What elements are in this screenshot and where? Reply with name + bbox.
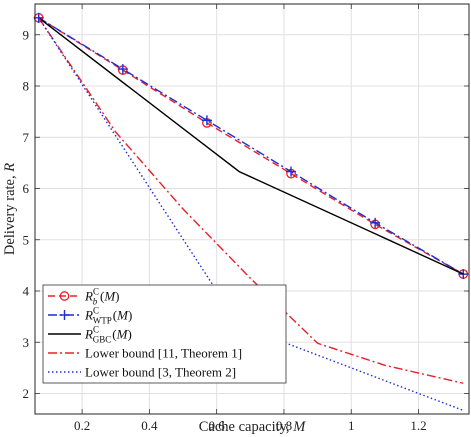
y-tick-label: 9 <box>23 27 30 42</box>
legend-label-sup: C <box>93 287 99 297</box>
legend-label: RC GBC(M) <box>84 325 132 345</box>
legend-swatch-marker <box>59 310 70 320</box>
x-axis-label-variable: M <box>292 419 306 435</box>
x-tick-label: 0.8 <box>276 418 292 433</box>
y-axis-label-variable: R <box>2 163 18 173</box>
legend-label-suffix: ( <box>100 289 104 304</box>
x-axis-label-text: Cache capacity, <box>199 419 293 435</box>
data-point <box>370 217 381 228</box>
x-tick-label: 0.4 <box>141 418 158 433</box>
data-point <box>117 64 128 75</box>
legend-entry: Lower bound [11, Theorem 1] <box>48 346 242 361</box>
y-tick-label: 5 <box>23 232 30 247</box>
y-tick-label: 3 <box>23 335 30 350</box>
y-tick-label: 4 <box>23 284 30 299</box>
y-tick-label: 7 <box>23 130 30 145</box>
legend: RC b (M)RC WTP(M)RC GBC(M)Lower bound [11, T… <box>42 284 287 384</box>
legend-box <box>42 284 287 384</box>
legend-entry: RC b (M) <box>48 287 120 307</box>
data-point <box>286 166 297 177</box>
legend-label-arg: M <box>103 289 116 304</box>
series-line <box>38 17 464 275</box>
legend-label: Lower bound [11, Theorem 1] <box>85 346 242 361</box>
series-line <box>38 17 464 275</box>
legend-label-sub: WTP <box>93 316 112 326</box>
tick-labels: 0.2 0.4 0.6 0.8 1 1.2 2 3 4 5 6 7 8 9 <box>23 27 427 433</box>
series-4 <box>38 17 464 384</box>
legend-label-arg: M <box>116 327 129 342</box>
grid <box>35 4 469 414</box>
x-axis-label: Cache capacity, M <box>199 419 306 435</box>
y-axis-label-text: Delivery rate, <box>2 172 18 255</box>
legend-label-main: R <box>84 289 93 304</box>
legend-label-close: ) <box>128 308 132 323</box>
legend-label-suffix: ( <box>112 327 116 342</box>
series-layer <box>33 12 469 412</box>
legend-label: Lower bound [3, Theorem 2] <box>85 365 236 380</box>
data-point <box>201 115 212 126</box>
x-tick-label: 1.2 <box>410 418 426 433</box>
legend-label-close: ) <box>115 289 119 304</box>
legend-label: RC WTP(M) <box>84 306 132 326</box>
legend-label-arg: M <box>116 308 129 323</box>
series-line <box>38 17 464 275</box>
x-tick-label: 0.6 <box>209 418 226 433</box>
axes-box <box>34 3 470 415</box>
y-tick-label: 6 <box>23 181 30 196</box>
legend-entry: Lower bound [3, Theorem 2] <box>48 365 236 380</box>
legend-label-main: R <box>84 327 93 342</box>
y-axis-label: Delivery rate, R <box>2 163 18 255</box>
plot-frame <box>34 3 470 415</box>
series-3 <box>38 17 464 275</box>
x-tick-label: 0.2 <box>74 418 90 433</box>
legend-label-sup: C <box>93 325 99 335</box>
legend-label-close: ) <box>127 327 131 342</box>
legend-entry: RC GBC(M) <box>48 325 132 345</box>
y-tick-label: 2 <box>23 386 30 401</box>
legend-label: RC b (M) <box>84 287 120 307</box>
legend-label-sub: GBC <box>93 335 112 345</box>
series-line <box>38 17 464 384</box>
series-2 <box>33 12 469 280</box>
legend-label-main: R <box>84 308 93 323</box>
legend-label-suffix: ( <box>113 308 117 323</box>
legend-entry: RC WTP(M) <box>48 306 132 326</box>
legend-swatch-marker <box>59 291 70 301</box>
x-tick-label: 1 <box>348 418 355 433</box>
y-tick-label: 8 <box>23 79 30 94</box>
legend-label-sup: C <box>93 306 99 316</box>
legend-label-sub: b <box>93 297 98 307</box>
